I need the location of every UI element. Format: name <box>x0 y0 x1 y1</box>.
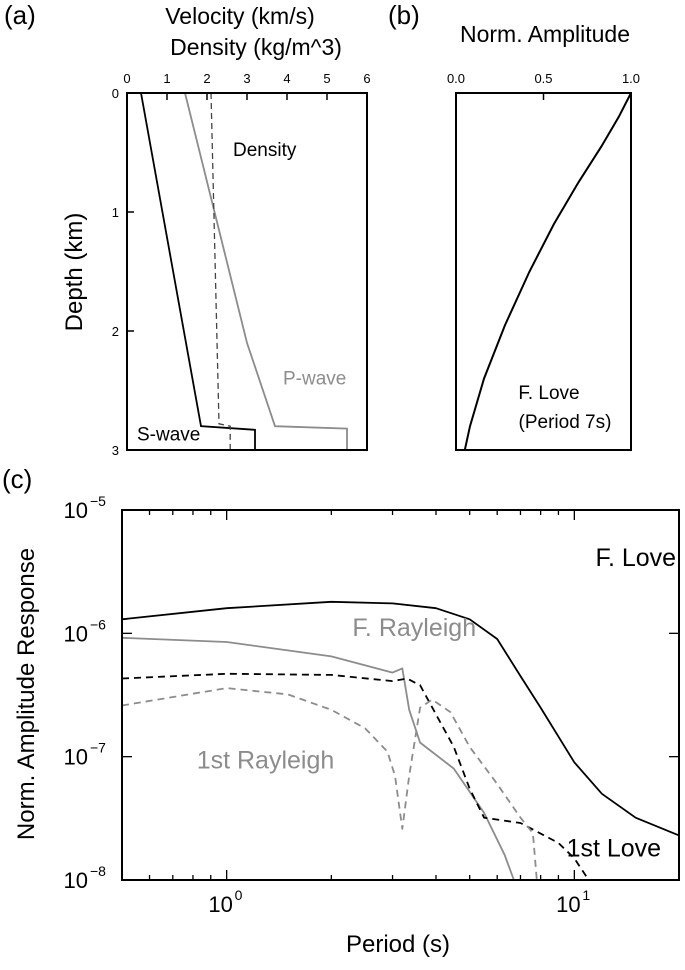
panel-c-frame <box>121 509 680 881</box>
c-ytick-exponent: −8 <box>90 863 106 879</box>
c-label-1st-rayleigh: 1st Rayleigh <box>197 747 335 775</box>
a-xtick-label: 5 <box>323 71 330 86</box>
c-xtick-label: 10 <box>208 892 232 917</box>
panel-label-b: (b) <box>388 0 420 30</box>
panel-b-annotation-line2: (Period 7s) <box>519 412 612 433</box>
panel-c-labels: F. Love F. Rayleigh 1st Rayleigh 1st Love <box>197 544 676 862</box>
panel-a-yticks: 0 1 2 3 <box>112 86 134 458</box>
panel-a-labels: Density P-wave S-wave <box>137 140 346 445</box>
panel-a-xticks: 0 1 2 3 4 5 6 <box>123 71 371 100</box>
panel-c: (c) Norm. Amplitude Response Period (s) … <box>2 464 680 958</box>
panel-a-ylabel: Depth (km) <box>61 213 88 332</box>
a-label-density: Density <box>233 140 297 161</box>
a-xtick-label: 2 <box>203 71 210 86</box>
c-series-1st-rayleigh-line <box>121 687 538 881</box>
panel-c-series <box>121 600 680 881</box>
panel-c-yticks: 10−510−610−710−8 <box>64 493 679 893</box>
c-ytick-exponent: −7 <box>90 740 106 756</box>
a-label-s-wave: S-wave <box>137 424 200 445</box>
c-xtick-label: 10 <box>556 892 580 917</box>
panel-label-c: (c) <box>2 464 32 494</box>
c-ytick-exponent: −6 <box>90 616 106 632</box>
panel-c-xlabel: Period (s) <box>346 931 450 958</box>
panel-a: (a) Velocity (km/s) Density (kg/m^3) Dep… <box>4 0 371 458</box>
panel-label-a: (a) <box>4 0 36 30</box>
b-xtick-label: 1.0 <box>622 71 640 86</box>
a-series-density-line <box>210 92 231 450</box>
c-ytick-label: 10 <box>64 498 88 523</box>
panel-a-title-velocity: Velocity (km/s) <box>165 3 315 29</box>
b-xtick-label: 0.5 <box>534 71 552 86</box>
panel-a-frame <box>126 92 368 451</box>
c-series-f-love-line <box>121 600 680 837</box>
a-xtick-label: 3 <box>243 71 250 86</box>
c-label-f-rayleigh: F. Rayleigh <box>352 614 476 642</box>
c-xtick-exponent: 0 <box>235 887 243 903</box>
a-xtick-label: 0 <box>123 71 130 86</box>
a-label-p-wave: P-wave <box>283 369 346 390</box>
a-xtick-label: 1 <box>163 71 170 86</box>
panel-b-title: Norm. Amplitude <box>460 21 630 47</box>
b-xtick-label: 0.0 <box>447 71 465 86</box>
c-ytick-label: 10 <box>64 621 88 646</box>
a-ytick-label: 3 <box>112 443 119 458</box>
c-series-1st-love-line <box>121 672 590 881</box>
c-xtick-exponent: 1 <box>582 887 590 903</box>
c-label-1st-love: 1st Love <box>567 835 662 863</box>
a-ytick-label: 0 <box>112 86 119 101</box>
panel-a-title-density: Density (kg/m^3) <box>170 34 342 60</box>
c-ytick-label: 10 <box>64 868 88 893</box>
panel-c-ylabel: Norm. Amplitude Response <box>13 548 40 840</box>
c-label-f-love: F. Love <box>595 544 676 572</box>
panel-b-frame <box>455 92 632 451</box>
panel-b: (b) Norm. Amplitude 0.0 0.5 1.0 F. Love (P… <box>388 0 640 451</box>
a-ytick-label: 2 <box>112 324 119 339</box>
a-ytick-label: 1 <box>112 205 119 220</box>
c-ytick-exponent: −5 <box>90 493 106 509</box>
a-series-p-wave-line <box>184 92 348 450</box>
c-ytick-label: 10 <box>64 745 88 770</box>
panel-a-series <box>140 92 348 450</box>
panel-b-series <box>463 92 632 451</box>
a-series-s-wave-line <box>140 92 256 450</box>
a-xtick-label: 6 <box>363 71 370 86</box>
b-series-f-love-line <box>463 92 632 451</box>
panel-b-xticks: 0.0 0.5 1.0 <box>447 71 640 100</box>
a-xtick-label: 4 <box>283 71 290 86</box>
panel-b-annotation-line1: F. Love <box>518 383 579 404</box>
panel-c-xticks: 10 0 10 1 <box>121 510 680 917</box>
c-series-f-rayleigh-line <box>121 636 515 881</box>
